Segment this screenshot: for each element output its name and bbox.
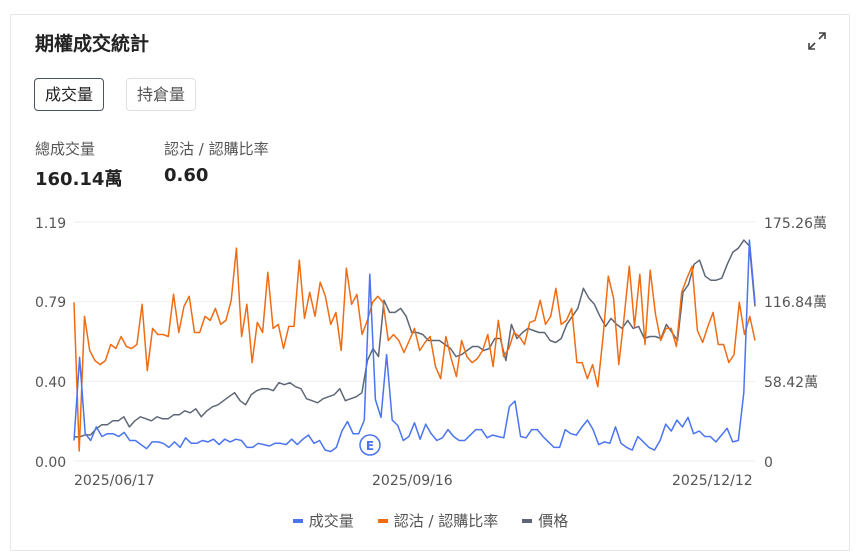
total-volume-value: 160.14萬 [35, 169, 123, 190]
legend-swatch [377, 518, 388, 523]
y-right-tick: 0 [764, 455, 773, 471]
y-left-tick: 1.19 [35, 216, 66, 232]
series-line-2 [74, 239, 756, 438]
put-call-ratio-label: 認沽 / 認購比率 [164, 140, 269, 158]
card-title: 期權成交統計 [35, 33, 150, 55]
put-call-ratio-value: 0.60 [164, 165, 209, 186]
x-tick: 2025/09/16 [372, 473, 453, 489]
legend-label: 認沽 / 認購比率 [393, 512, 499, 530]
legend-item-ratio[interactable]: 認沽 / 認購比率 [377, 510, 499, 531]
x-tick: 2025/12/12 [672, 473, 753, 489]
x-tick: 2025/06/17 [74, 473, 155, 489]
legend-item-price[interactable]: 價格 [522, 510, 568, 531]
options-volume-card [10, 14, 850, 551]
y-left-tick: 0.40 [35, 375, 66, 391]
y-left-tick: 0.00 [35, 455, 66, 471]
series-line-1 [73, 247, 756, 452]
y-left-tick: 0.79 [35, 295, 66, 311]
legend-item-volume[interactable]: 成交量 [292, 510, 354, 531]
y-right-tick: 175.26萬 [764, 216, 827, 232]
expand-arrows-icon[interactable] [806, 30, 828, 52]
legend-label: 成交量 [308, 512, 354, 530]
legend-label: 價格 [538, 512, 569, 530]
y-right-tick: 58.42萬 [764, 375, 818, 391]
legend-swatch [522, 518, 533, 523]
chart-legend: 成交量 認沽 / 認購比率 價格 [0, 510, 861, 531]
series-line-0 [73, 239, 756, 453]
legend-swatch [292, 518, 303, 523]
total-volume-label: 總成交量 [35, 140, 96, 158]
options-chart: 1.19 0.79 0.40 0.00 175.26萬 116.84萬 58.4… [35, 216, 827, 489]
tab-open-interest[interactable]: 持倉量 [126, 78, 197, 111]
tab-volume[interactable]: 成交量 [34, 78, 105, 111]
y-right-tick: 116.84萬 [764, 295, 827, 311]
event-marker-label: E [366, 439, 374, 453]
event-marker[interactable]: E [359, 434, 381, 456]
